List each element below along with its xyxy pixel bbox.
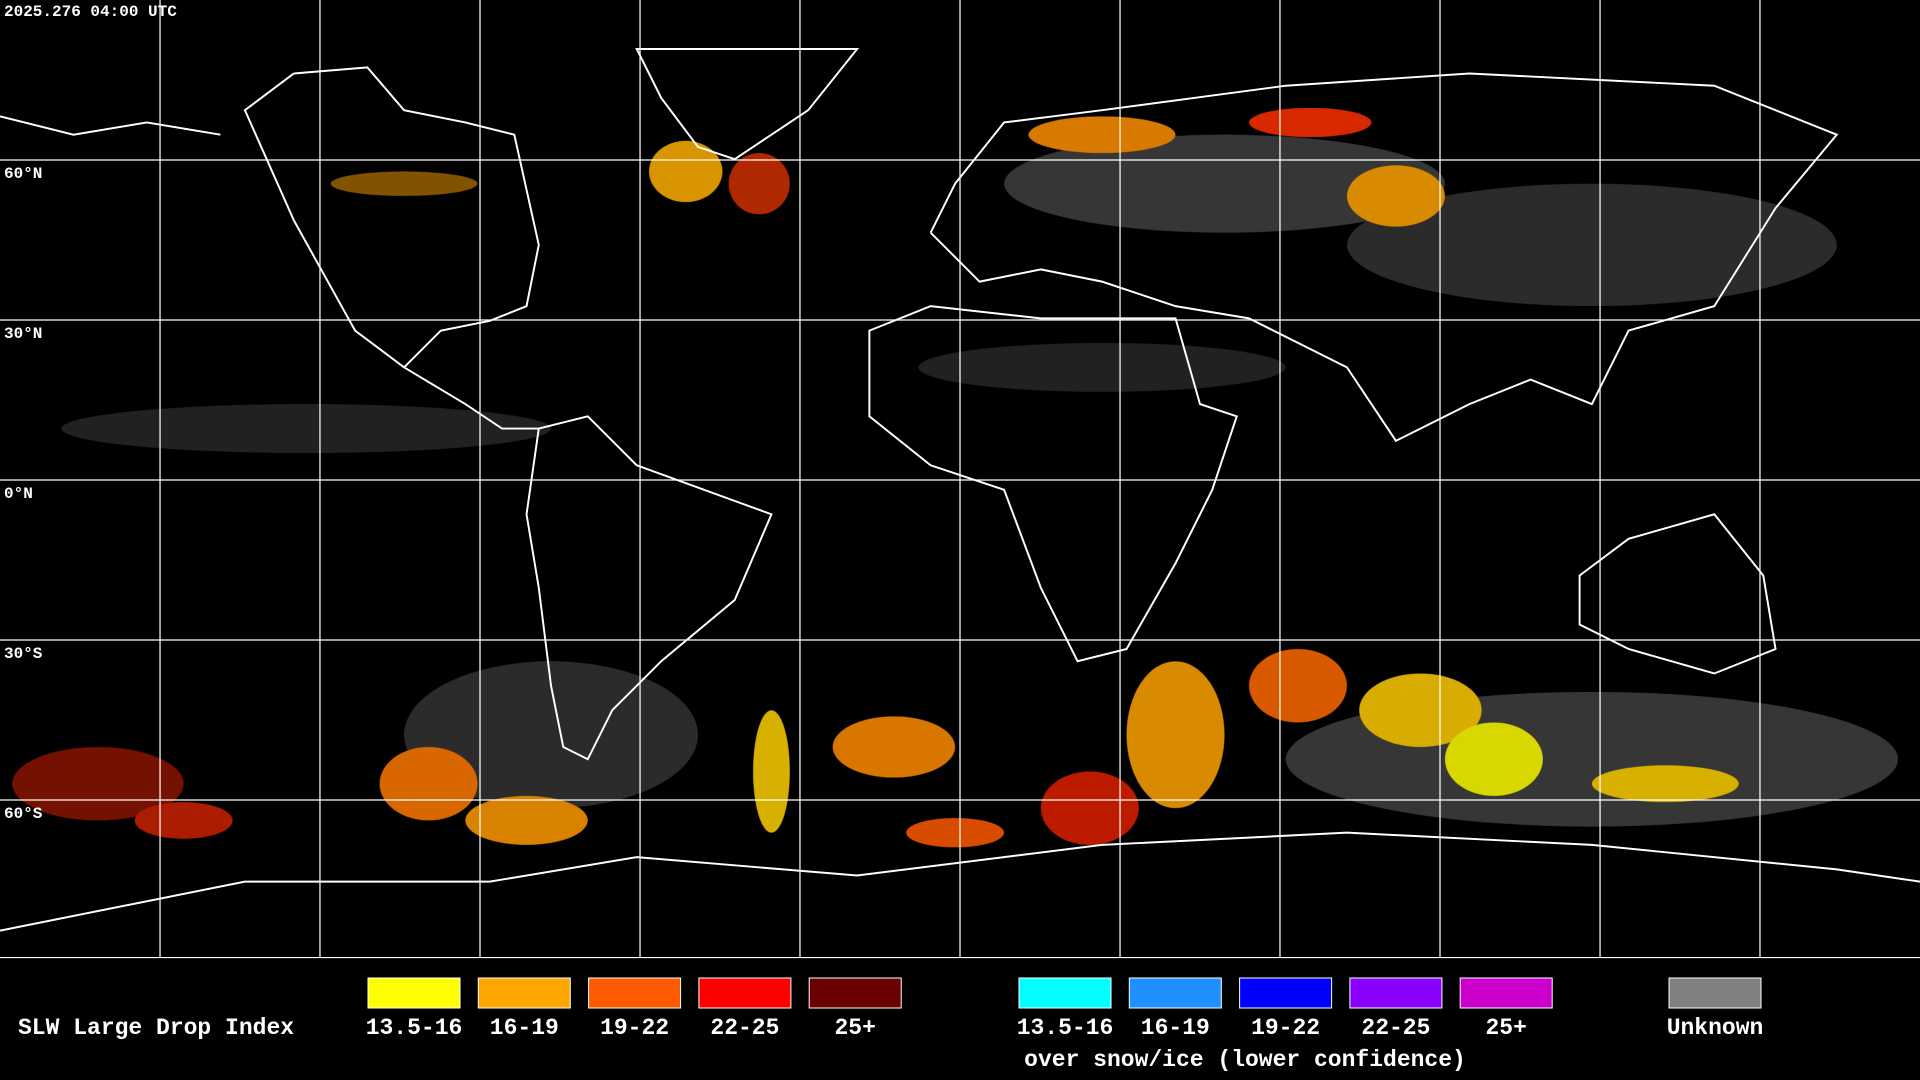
legend-swatch — [1668, 977, 1762, 1009]
map-layer — [0, 0, 1920, 959]
legend-label: 13.5-16 — [1017, 1015, 1114, 1041]
legend-label: 22-25 — [710, 1015, 779, 1041]
legend-swatch — [1239, 977, 1333, 1009]
graticule — [0, 0, 1920, 959]
legend-swatch — [477, 977, 571, 1009]
legend-label: 22-25 — [1361, 1015, 1430, 1041]
legend-label: 16-19 — [490, 1015, 559, 1041]
cloud-patches — [12, 107, 1898, 848]
legend-swatch — [588, 977, 682, 1009]
legend-swatch — [1349, 977, 1443, 1009]
legend-label: 19-22 — [600, 1015, 669, 1041]
latitude-label: 60°S — [4, 805, 43, 823]
legend-swatch — [1459, 977, 1553, 1009]
legend-label: Unknown — [1667, 1015, 1764, 1041]
timestamp: 2025.276 04:00 UTC — [4, 3, 177, 21]
legend-label: 25+ — [834, 1015, 875, 1041]
legend-caption: over snow/ice (lower confidence) — [1024, 1047, 1466, 1073]
legend-swatch — [698, 977, 792, 1009]
latitude-labels: 60°N 30°N 0°N 30°S 60°S — [4, 165, 43, 823]
legend-swatch — [808, 977, 902, 1009]
legend-label: 25+ — [1485, 1015, 1526, 1041]
legend-label: 19-22 — [1251, 1015, 1320, 1041]
latitude-label: 30°S — [4, 645, 43, 663]
legend-swatch — [367, 977, 461, 1009]
legend: 13.5-16 16-19 19-22 22-25 25+ 13.5-16 16-19 19-… — [366, 977, 1764, 1073]
latitude-label: 60°N — [4, 165, 42, 183]
legend-label: 16-19 — [1141, 1015, 1210, 1041]
coastlines — [0, 48, 1920, 932]
legend-swatch — [1128, 977, 1222, 1009]
legend-label: 13.5-16 — [366, 1015, 463, 1041]
latitude-label: 30°N — [4, 325, 42, 343]
legend-title: SLW Large Drop Index — [18, 1015, 294, 1041]
legend-swatch — [1018, 977, 1112, 1009]
latitude-label: 0°N — [4, 485, 33, 503]
